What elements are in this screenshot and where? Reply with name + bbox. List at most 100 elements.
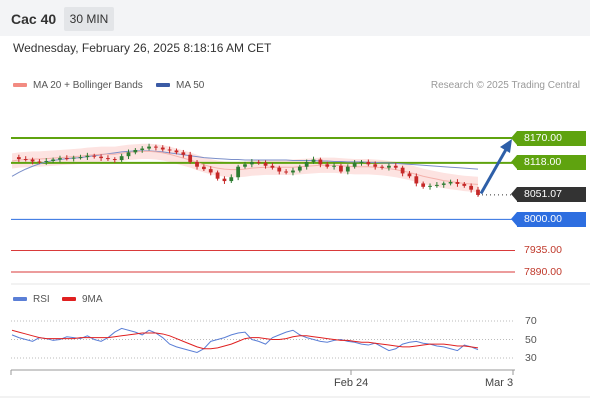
candle-body: [318, 159, 323, 165]
level-label-pivot: 8000.00: [511, 211, 586, 227]
legend-bollinger: MA 20 + Bollinger Bands: [13, 80, 143, 91]
level-lines: [11, 137, 515, 273]
candle-body: [421, 183, 426, 187]
candle-body: [284, 171, 289, 173]
candle-body: [393, 165, 398, 168]
candle-body: [78, 157, 83, 159]
rsi-9ma-line: [11, 329, 479, 350]
candle-body: [325, 164, 330, 167]
candle-body: [133, 149, 138, 153]
candle-body: [345, 166, 350, 172]
candle-body: [277, 167, 282, 172]
candle-body: [332, 165, 336, 167]
level-label-r1: 8118.00: [511, 155, 586, 171]
x-tick-feb24: Feb 24: [334, 377, 369, 389]
9ma-swatch: [62, 297, 76, 302]
level-label-r2: 8170.00: [511, 130, 586, 146]
candle-body: [407, 173, 412, 177]
candle-body: [263, 162, 268, 166]
candle-body: [428, 185, 432, 187]
candle-body: [373, 164, 378, 167]
candle-body: [126, 152, 131, 157]
candle-body: [188, 154, 193, 162]
candle-body: [311, 159, 316, 162]
level-label-s2: 7890.00: [524, 265, 562, 278]
candle-body: [140, 148, 145, 150]
candle-body: [339, 165, 343, 172]
bollinger-label: MA 20 + Bollinger Bands: [33, 80, 143, 91]
ma20-line: [11, 150, 479, 185]
candle-body: [92, 155, 97, 157]
candle-body: [23, 159, 28, 161]
rsi-label: RSI: [33, 294, 50, 305]
candle-body: [291, 170, 295, 173]
forecast-arrow-shaft: [479, 145, 510, 195]
ma50-line: [11, 150, 479, 177]
candle-body: [304, 161, 309, 167]
candlesticks: [16, 143, 480, 197]
candle-body: [359, 161, 364, 163]
legend-9ma: 9MA: [62, 294, 103, 305]
research-credit: Research © 2025 Trading Central: [430, 80, 580, 91]
candle-body: [243, 164, 247, 167]
9ma-label: 9MA: [82, 294, 103, 305]
candle-body: [352, 162, 357, 167]
candle-body: [51, 159, 56, 161]
rsi-tick-30: 30: [525, 352, 537, 364]
candle-body: [154, 146, 158, 148]
candle-body: [462, 183, 467, 186]
candle-body: [64, 158, 69, 160]
candle-body: [256, 161, 261, 163]
rsi-panel: [11, 283, 590, 359]
level-label-last: 8051.07: [511, 187, 586, 203]
candle-body: [147, 146, 151, 149]
bollinger-swatch: [13, 83, 27, 88]
timeframe-button[interactable]: 30 MIN: [64, 7, 114, 31]
candle-body: [160, 147, 165, 150]
legend-rsi: RSI: [13, 294, 50, 305]
candle-body: [229, 177, 234, 182]
candle-body: [30, 159, 35, 162]
candle-body: [106, 158, 110, 160]
forecast-arrow: [479, 138, 512, 195]
instrument-title: Cac 40: [11, 11, 57, 27]
candle-body: [297, 166, 302, 171]
candle-body: [387, 165, 391, 168]
candle-body: [448, 182, 453, 184]
ma50-swatch: [156, 83, 170, 88]
candle-body: [119, 156, 124, 161]
candle-body: [37, 161, 42, 163]
candle-body: [112, 159, 117, 161]
rsi-tick-70: 70: [525, 315, 537, 327]
candle-body: [414, 176, 419, 184]
ma50-label: MA 50: [176, 80, 205, 91]
candle-body: [236, 166, 241, 178]
candle-body: [215, 172, 220, 179]
legend-ma50: MA 50: [156, 80, 204, 91]
candle-body: [469, 185, 474, 190]
candle-body: [400, 167, 405, 174]
candle-body: [476, 189, 480, 195]
candle-body: [208, 169, 213, 173]
candle-body: [366, 161, 371, 165]
candle-body: [270, 165, 275, 168]
rsi-line: [11, 327, 479, 353]
moving-averages: [11, 150, 479, 185]
candle-body: [222, 178, 227, 182]
candle-body: [181, 152, 186, 155]
candle-body: [195, 161, 199, 167]
forecast-arrow-head: [500, 138, 512, 153]
candle-body: [441, 183, 446, 185]
candle-body: [71, 157, 76, 159]
candle-body: [44, 160, 49, 162]
rsi-swatch: [13, 297, 27, 302]
x-tick-mar3: Mar 3: [485, 377, 514, 389]
rsi-tick-50: 50: [525, 334, 537, 346]
candle-body: [167, 149, 172, 151]
candle-body: [380, 166, 384, 168]
candle-body: [455, 182, 460, 184]
candle-body: [16, 157, 21, 160]
candle-body: [58, 158, 62, 160]
x-axis: [0, 369, 590, 398]
